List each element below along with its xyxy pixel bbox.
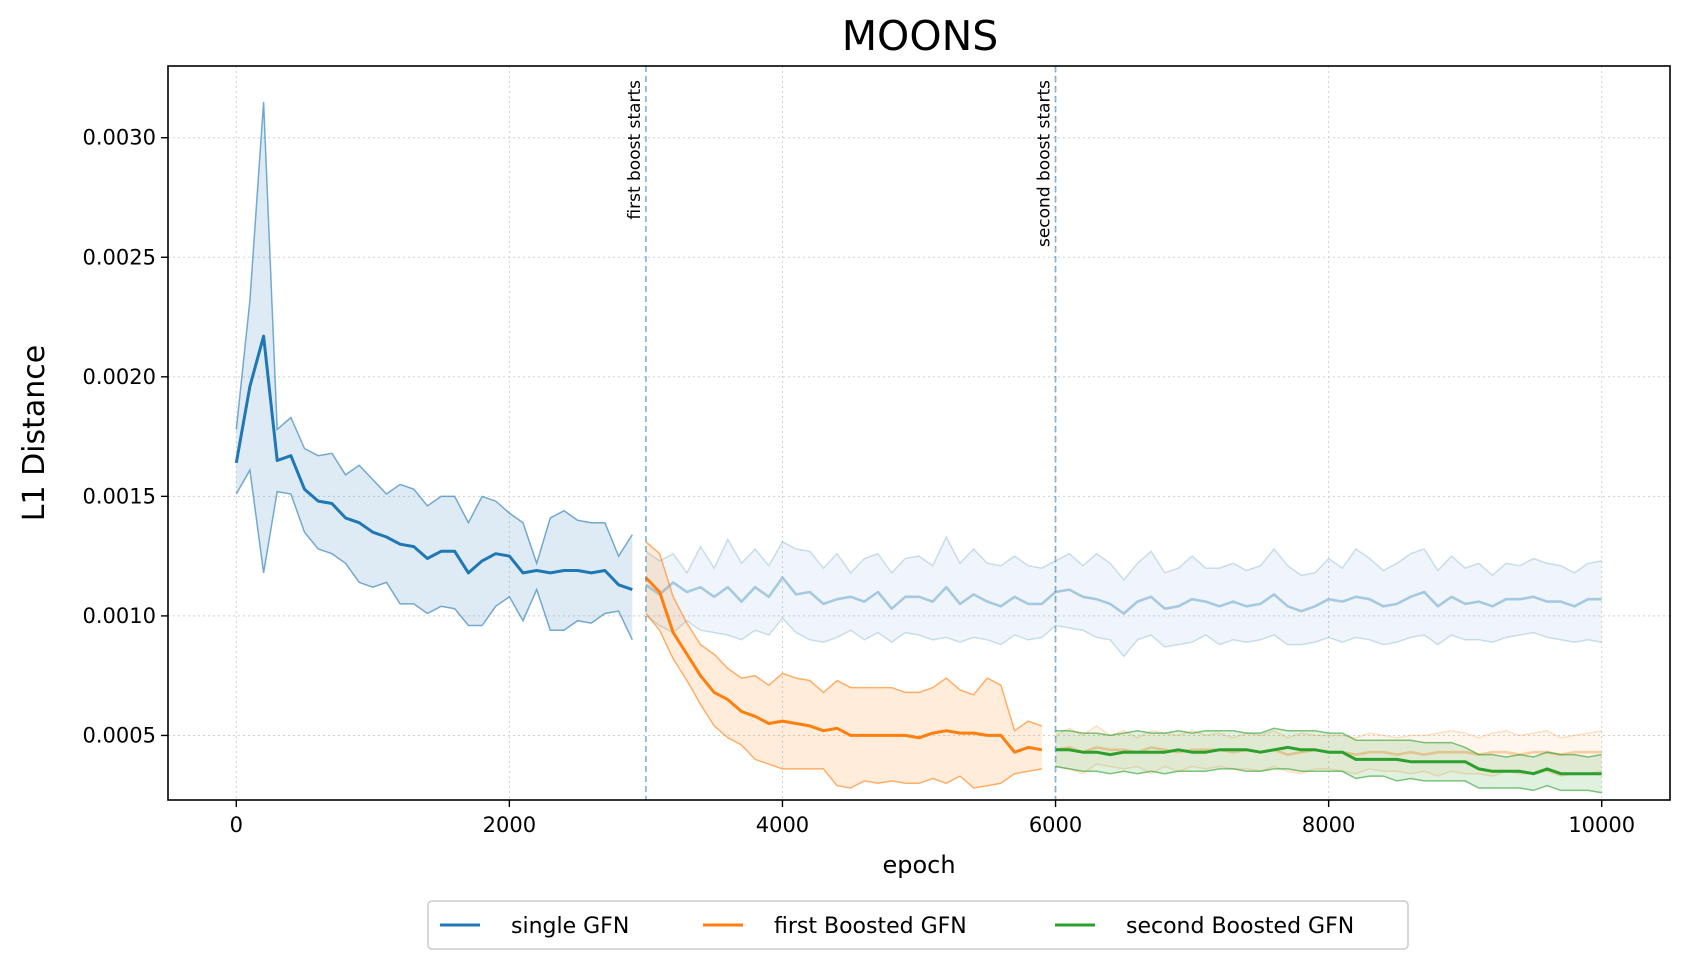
series-single-gfn [234,101,633,641]
series-second-boosted-gfn-mean-line [1055,745,1602,776]
y-tick-label: 0.0030 [83,126,156,150]
plot-area [234,101,1602,794]
annotations: first boost starts second boost starts [625,66,1057,800]
series-single-gfn-upper-line [235,101,633,566]
series-first-boosted-gfn-continuation-upper-line [1055,724,1602,739]
x-tick-label: 0 [230,813,243,837]
boost-start-annotation: first boost starts [625,80,645,220]
legend-label-single-gfn: single GFN [511,914,629,939]
legend-box [427,900,1409,950]
x-tick-label: 10000 [1568,813,1635,837]
series-first-boosted-gfn [644,541,1043,789]
y-axis-label: L1 Distance [17,345,52,522]
series-single-gfn-continuation-mean-line [645,576,1602,615]
y-tick-label: 0.0015 [83,484,156,508]
series-single-gfn-continuation [645,535,1602,658]
series-second-boosted-gfn-upper-line [1055,727,1602,758]
series-single-gfn-continuation-upper-line [645,535,1602,582]
series-single-gfn-lower-line [235,467,633,641]
series-first-boosted-gfn-lower-line [645,613,1043,789]
legend-label-second-boosted-gfn: second Boosted GFN [1126,914,1354,939]
series-second-boosted-gfn [1055,727,1602,794]
x-tick-label: 8000 [1302,813,1355,837]
y-tick-label: 0.0020 [83,365,156,389]
axes-frame [167,65,1671,801]
series-single-gfn-continuation-lower-line [645,615,1602,658]
y-tick-label: 0.0005 [83,723,156,747]
series-first-boosted-gfn-mean-line [644,576,1043,754]
series-single-gfn-continuation-band [645,537,1602,657]
x-tick-label: 2000 [483,813,536,837]
x-tick-label: 4000 [756,813,809,837]
ticks: 0 2000 4000 6000 8000 10000 0.0005 0.0010 0.0015… [83,126,1636,837]
boost-start-annotation: second boost starts [1035,80,1055,247]
legend-label-first-boosted-gfn: first Boosted GFN [774,914,967,939]
series-second-boosted-gfn-lower-line [1055,765,1602,794]
x-axis-label: epoch [882,851,955,879]
y-tick-label: 0.0025 [83,245,156,269]
x-tick-label: 6000 [1029,813,1082,837]
y-tick-label: 0.0010 [83,604,156,628]
series-first-boosted-gfn-upper-line [645,541,1043,732]
series-single-gfn-mean-line [234,334,633,592]
chart-title: MOONS [842,12,999,60]
series-second-boosted-gfn-band [1055,728,1602,793]
series-first-boosted-gfn-band [645,541,1042,788]
legend: single GFN first Boosted GFN second Booste… [427,900,1409,950]
